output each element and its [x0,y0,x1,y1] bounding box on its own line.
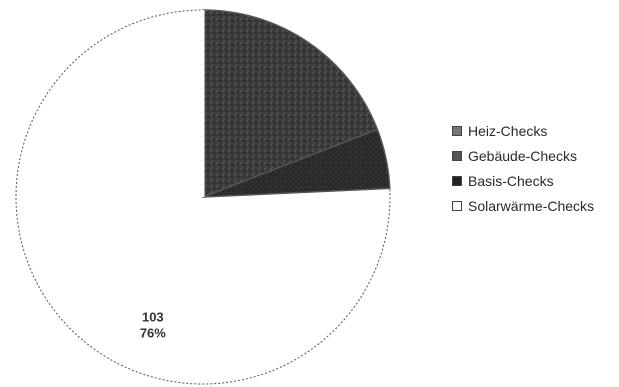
data-label-value-solarw-rme-checks: 103 [142,310,164,325]
legend-label-geb-ude-checks: Gebäude-Checks [468,147,577,164]
legend-item-geb-ude-checks: Gebäude-Checks [452,143,594,168]
legend-item-heiz-checks: Heiz-Checks [452,118,594,143]
legend-label-basis-checks: Basis-Checks [468,172,554,189]
legend-label-heiz-checks: Heiz-Checks [468,122,548,139]
pie-slice-geb-ude-checks [202,9,379,199]
legend-swatch-solarw-rme-checks [452,200,462,211]
legend-item-basis-checks: Basis-Checks [452,168,594,193]
legend-swatch-heiz-checks [452,125,462,136]
pie-slice-basis-checks [202,128,391,198]
legend-swatch-basis-checks [452,175,462,186]
data-label-value-basis-checks: 7 [176,29,183,44]
legend-label-solarw-rme-checks: Solarwärme-Checks [468,197,595,214]
data-label-percent-basis-checks: 5% [170,45,189,60]
data-label-percent-solarw-rme-checks: 76% [140,326,166,341]
pie-slices [15,9,391,385]
chart-legend: Heiz-Checks Gebäude-Checks Basis-Checks Sol… [452,118,594,218]
legend-item-solarw-rme-checks: Solarwärme-Checks [452,193,594,218]
legend-swatch-geb-ude-checks [452,150,462,161]
